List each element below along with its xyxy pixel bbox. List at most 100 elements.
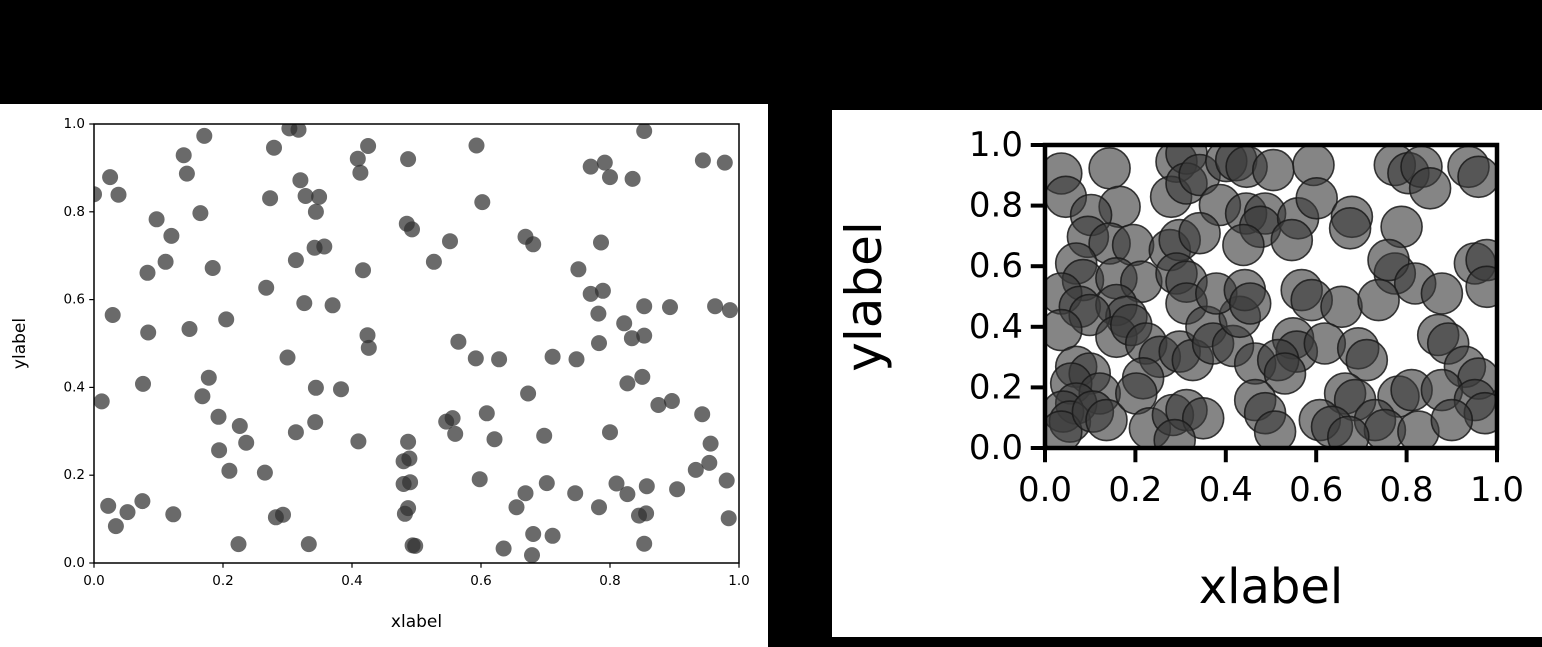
data-point — [238, 434, 255, 451]
data-point — [568, 351, 585, 368]
y-axis-label: ylabel — [10, 318, 30, 369]
data-point — [292, 172, 309, 189]
data-point — [623, 330, 640, 347]
data-point — [359, 327, 376, 344]
data-point — [104, 307, 121, 323]
data-point — [1270, 218, 1314, 262]
data-point — [400, 151, 417, 168]
scatter-chart-large: 0.0 0.2 0.4 0.6 0.8 1.0 0.0 0.2 0.4 0.6 0.8 1.0 xlab… — [835, 125, 1524, 615]
data-point — [650, 397, 667, 413]
y-axis-label: ylabel — [835, 221, 893, 372]
data-point — [1295, 177, 1339, 220]
data-point — [716, 154, 733, 171]
data-point — [495, 540, 512, 557]
data-point — [1465, 265, 1497, 309]
data-point — [624, 170, 641, 187]
data-point — [468, 137, 485, 154]
data-point — [307, 414, 324, 431]
data-point — [401, 450, 418, 467]
data-point — [508, 499, 525, 516]
data-point — [471, 471, 488, 488]
data-point — [1263, 352, 1307, 395]
data-point — [634, 368, 651, 385]
data-points-group — [94, 124, 738, 563]
data-point — [525, 526, 542, 542]
data-point — [349, 150, 366, 167]
data-point — [1222, 223, 1265, 267]
y-axis-tick-label: 0.4 — [64, 379, 85, 395]
data-point — [307, 379, 324, 396]
data-point — [602, 169, 618, 186]
data-point — [486, 431, 503, 448]
y-axis-tick-label: 0.0 — [969, 428, 1023, 468]
x-axis-tick-label: 0.0 — [83, 573, 104, 589]
scatter-figure-large: 0.0 0.2 0.4 0.6 0.8 1.0 0.0 0.2 0.4 0.6 0.8 1.0 xlab… — [832, 110, 1542, 637]
data-point — [355, 262, 371, 279]
data-point — [396, 505, 413, 522]
data-point — [165, 506, 182, 523]
data-point — [517, 485, 534, 502]
data-point — [287, 252, 304, 269]
data-point — [1345, 338, 1389, 382]
data-point — [102, 169, 119, 186]
data-point — [702, 435, 719, 452]
data-point — [722, 302, 738, 319]
data-point — [669, 481, 686, 498]
data-point — [520, 385, 537, 402]
scatter-chart-small: 0.0 0.2 0.4 0.6 0.8 1.0 0.0 0.2 0.4 0.6 0.8 1.0 xlab… — [10, 116, 750, 632]
data-point — [447, 425, 464, 442]
data-point — [194, 388, 211, 405]
data-point — [307, 203, 324, 220]
data-points-group — [1045, 145, 1497, 448]
data-point — [1181, 396, 1225, 440]
data-point — [1251, 148, 1295, 192]
data-point — [602, 424, 618, 441]
data-point — [107, 518, 124, 535]
data-point — [636, 124, 653, 139]
y-axis-tick-label: 0.6 — [64, 292, 85, 308]
data-point — [266, 139, 282, 156]
data-point — [110, 186, 127, 203]
scatter-figure-small: 0.0 0.2 0.4 0.6 0.8 1.0 0.0 0.2 0.4 0.6 0.8 1.0 xlab… — [0, 104, 768, 647]
data-point — [210, 408, 227, 425]
data-point — [139, 264, 156, 281]
data-point — [100, 497, 117, 514]
data-point — [204, 260, 221, 276]
data-point — [525, 236, 542, 253]
data-point — [438, 413, 455, 430]
data-point — [1088, 146, 1131, 190]
data-point — [360, 138, 377, 154]
data-point — [1045, 308, 1083, 352]
data-point — [538, 475, 555, 492]
y-axis-tick-label: 0.6 — [969, 246, 1023, 286]
data-point — [352, 164, 369, 181]
data-point — [1153, 418, 1196, 448]
data-point — [524, 547, 540, 563]
data-point — [360, 339, 377, 356]
data-point — [275, 506, 291, 523]
data-point — [296, 295, 313, 312]
data-point — [1357, 278, 1400, 322]
data-point — [333, 381, 349, 398]
data-point — [287, 424, 304, 441]
data-point — [694, 406, 711, 423]
data-point — [256, 464, 273, 481]
data-point — [478, 405, 495, 422]
data-point — [316, 238, 333, 255]
y-axis-tick-label: 1.0 — [969, 125, 1023, 165]
data-point — [544, 527, 561, 544]
data-point — [400, 433, 417, 450]
data-point — [404, 221, 420, 238]
data-point — [1178, 211, 1221, 255]
data-point — [297, 188, 314, 204]
data-point — [638, 505, 655, 522]
data-point — [178, 165, 195, 182]
data-point — [135, 375, 151, 392]
data-point — [192, 205, 209, 222]
data-point — [290, 124, 307, 138]
data-point — [1408, 167, 1452, 210]
data-point — [694, 152, 711, 169]
data-point — [218, 311, 235, 328]
y-axis-tick-label: 0.2 — [64, 467, 85, 483]
